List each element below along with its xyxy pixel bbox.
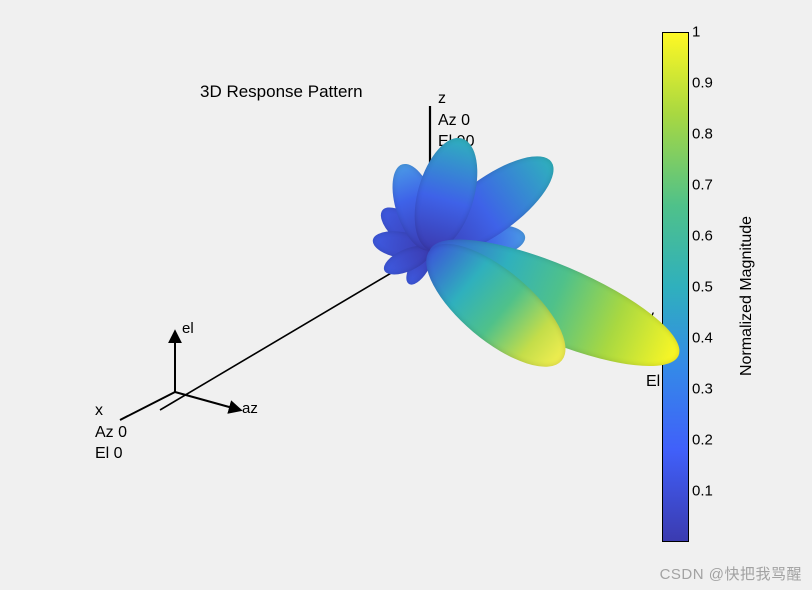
plot-area: 3D Response Pattern z Az 0 El 90 y Az 90… (0, 0, 680, 560)
colorbar-gradient (662, 32, 689, 542)
x-el: El 0 (95, 443, 127, 465)
colorbar-tick: 0.2 (692, 432, 713, 449)
az-mini-label: az (242, 400, 258, 417)
z-name: z (438, 88, 474, 110)
colorbar: 0.10.20.30.40.50.60.70.80.91 Normalized … (662, 32, 757, 562)
colorbar-tick: 1 (692, 24, 700, 41)
colorbar-tick: 0.7 (692, 177, 713, 194)
colorbar-tick: 0.3 (692, 381, 713, 398)
z-az: Az 0 (438, 110, 474, 132)
colorbar-tick: 0.6 (692, 228, 713, 245)
colorbar-tick: 0.9 (692, 75, 713, 92)
el-mini-label: el (182, 320, 194, 337)
colorbar-tick: 0.4 (692, 330, 713, 347)
colorbar-ticks: 0.10.20.30.40.50.60.70.80.91 (692, 32, 732, 542)
watermark-text: CSDN @快把我骂醒 (660, 563, 802, 584)
x-axis-label: x Az 0 El 0 (95, 400, 127, 465)
x-name: x (95, 400, 127, 422)
colorbar-tick: 0.8 (692, 126, 713, 143)
colorbar-tick: 0.5 (692, 279, 713, 296)
colorbar-tick: 0.1 (692, 483, 713, 500)
x-az: Az 0 (95, 422, 127, 444)
colorbar-label: Normalized Magnitude (738, 136, 756, 296)
